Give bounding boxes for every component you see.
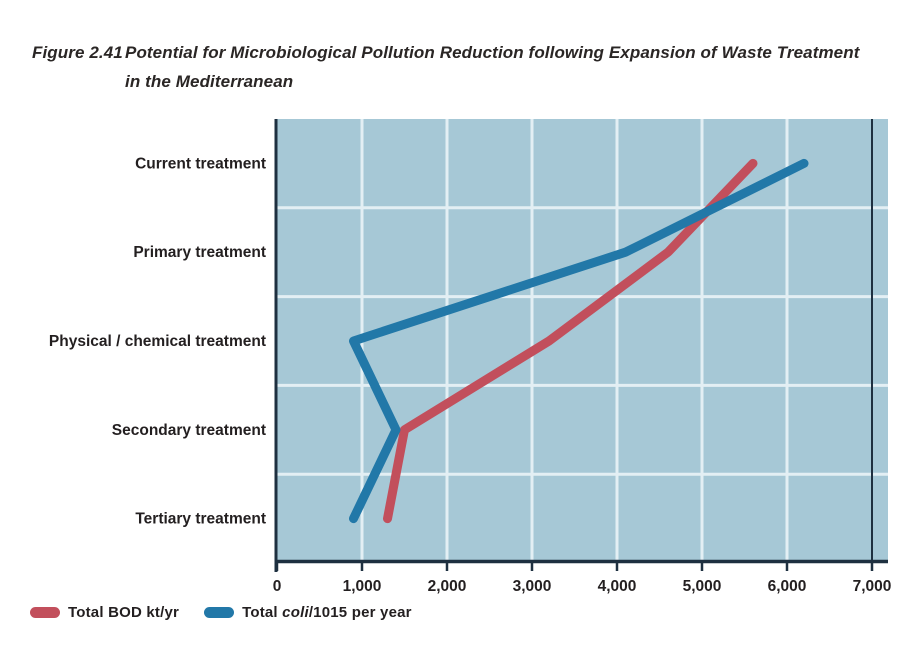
chart-svg: 0 1,000 2,000 3,000 4,000 5,000 6,000 7,000 Curr… bbox=[49, 119, 892, 595]
category-label: Secondary treatment bbox=[112, 422, 266, 439]
x-tick-label: 1,000 bbox=[343, 578, 382, 595]
x-tick-label: 5,000 bbox=[683, 578, 722, 595]
figure-title: Figure 2.41 Potential for Microbiologica… bbox=[32, 38, 892, 96]
series-line-coli bbox=[349, 158, 809, 524]
x-tick-label: 0 bbox=[273, 578, 282, 595]
x-tick-label: 2,000 bbox=[428, 578, 467, 595]
legend-item-bod: Total BOD kt/yr bbox=[30, 604, 179, 621]
figure-title-line2: in the Mediterranean bbox=[125, 72, 294, 91]
x-tick-label: 7,000 bbox=[853, 578, 892, 595]
category-label: Current treatment bbox=[135, 155, 266, 172]
series-line-bod bbox=[383, 158, 758, 524]
legend-swatch-coli bbox=[204, 607, 235, 618]
x-tick-label: 6,000 bbox=[768, 578, 807, 595]
category-label: Primary treatment bbox=[133, 244, 266, 261]
legend-swatch-bod bbox=[30, 607, 60, 618]
figure-label: Figure 2.41 bbox=[32, 43, 123, 62]
figure-title-line1: Potential for Microbiological Pollution … bbox=[125, 43, 860, 62]
chart-legend: Total BOD kt/yr Total coli/1015 per year bbox=[30, 604, 437, 621]
figure-title-text: Potential for Microbiological Pollution … bbox=[125, 38, 892, 96]
x-tick-label: 4,000 bbox=[598, 578, 637, 595]
category-label: Tertiary treatment bbox=[135, 511, 266, 528]
legend-item-coli: Total coli/1015 per year bbox=[204, 604, 412, 621]
category-label: Physical / chemical treatment bbox=[49, 333, 266, 350]
legend-label-coli: Total coli/1015 per year bbox=[242, 604, 412, 621]
x-tick-label: 3,000 bbox=[513, 578, 552, 595]
legend-label-bod: Total BOD kt/yr bbox=[68, 604, 180, 621]
